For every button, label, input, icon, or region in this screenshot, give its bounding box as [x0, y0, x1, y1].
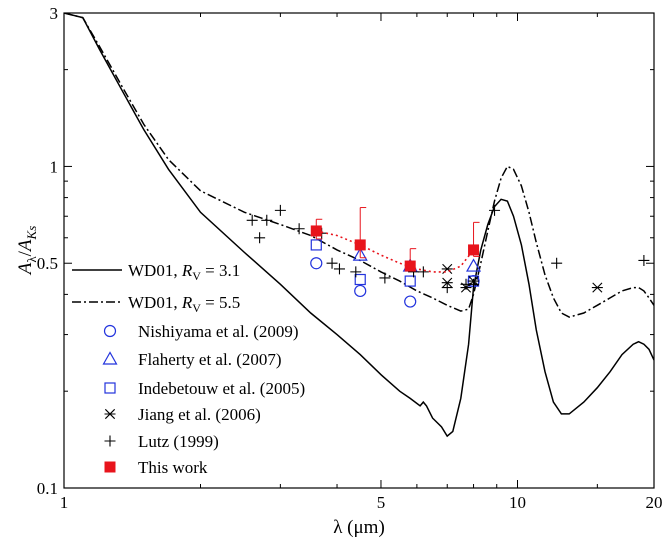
data-point	[379, 272, 391, 284]
this-work-fit-line	[316, 230, 475, 273]
data-point	[441, 263, 453, 274]
legend-marker	[103, 324, 117, 338]
data-point	[441, 282, 453, 294]
data-point	[246, 214, 258, 226]
legend: WD01, RV = 3.1 WD01, RV = 5.5 Nishiyama et…	[72, 261, 305, 477]
legend-label: Indebetouw et al. (2005)	[138, 379, 305, 398]
legend-marker	[102, 351, 118, 365]
y-label-b-sub: Ks	[24, 226, 39, 241]
y-label-b: A	[15, 239, 36, 253]
plot-frame	[63, 12, 655, 489]
series-3	[352, 247, 482, 272]
data-point	[254, 232, 266, 244]
data-point	[404, 275, 416, 287]
y-label-sep: /	[15, 250, 36, 256]
legend-label: Lutz (1999)	[138, 432, 219, 451]
y-label-a: A	[15, 262, 36, 276]
legend-entry: Flaherty et al. (2007)	[102, 350, 282, 369]
data-point	[591, 282, 603, 293]
legend-marker	[104, 461, 116, 473]
x-tick-label: 5	[377, 493, 386, 512]
data-point	[354, 239, 366, 251]
y-tick-label: 1	[50, 157, 59, 176]
legend-marker	[104, 435, 116, 447]
legend-label: This work	[138, 458, 208, 477]
data-point	[417, 266, 429, 278]
x-tick-label: 10	[509, 493, 526, 512]
y-tick-label: 0.5	[37, 254, 58, 273]
legend-entry: Jiang et al. (2006)	[104, 405, 261, 424]
data-point	[333, 263, 345, 275]
legend-entry: Indebetouw et al. (2005)	[104, 379, 305, 398]
legend-label: WD01, RV = 3.1	[128, 261, 240, 283]
data-point	[466, 258, 482, 272]
axis-ticks	[63, 12, 655, 489]
data-point	[404, 295, 417, 308]
model-curves	[64, 13, 654, 438]
data-point	[468, 278, 480, 290]
data-point	[326, 257, 338, 269]
legend-entry: Lutz (1999)	[104, 432, 219, 451]
y-label-a-sub: λ	[24, 256, 39, 263]
legend-marker	[104, 382, 116, 394]
legend-label: Flaherty et al. (2007)	[138, 350, 282, 369]
y-tick-label: 3	[50, 4, 59, 23]
legend-entry: WD01, RV = 5.5	[72, 293, 240, 315]
legend-label: Jiang et al. (2006)	[138, 405, 261, 424]
legend-marker	[104, 408, 116, 420]
x-tick-label: 20	[646, 493, 663, 512]
y-axis-label: Aλ/AKs	[15, 226, 39, 277]
data-point	[293, 223, 305, 235]
data-point	[489, 204, 501, 216]
data-point	[310, 225, 322, 237]
axis-tick-labels: 1 5 10 20 0.1 0.5 1 3	[37, 4, 663, 512]
data-point	[274, 204, 286, 216]
data-point	[352, 247, 368, 261]
series-7	[310, 207, 480, 273]
data-point	[310, 239, 322, 251]
legend-entry: WD01, RV = 3.1	[72, 261, 240, 283]
legend-entry: This work	[104, 458, 208, 477]
curve-rv31	[64, 13, 654, 438]
legend-entry: Nishiyama et al. (2009)	[103, 322, 299, 341]
data-markers	[246, 204, 650, 308]
series-2	[310, 257, 480, 308]
legend-label: Nishiyama et al. (2009)	[138, 322, 299, 341]
data-point	[638, 254, 650, 266]
data-point	[468, 244, 480, 256]
x-tick-label: 1	[60, 493, 69, 512]
data-point	[354, 273, 366, 286]
y-tick-label: 0.1	[37, 479, 58, 498]
data-point	[404, 260, 416, 272]
data-point	[261, 214, 273, 226]
data-point	[310, 257, 323, 270]
curve-rv55	[64, 13, 654, 318]
data-point	[354, 284, 367, 298]
data-point	[350, 266, 362, 278]
series-6	[246, 204, 650, 294]
data-point	[551, 257, 563, 269]
legend-label: WD01, RV = 5.5	[128, 293, 240, 315]
x-axis-label: λ (μm)	[333, 517, 385, 538]
